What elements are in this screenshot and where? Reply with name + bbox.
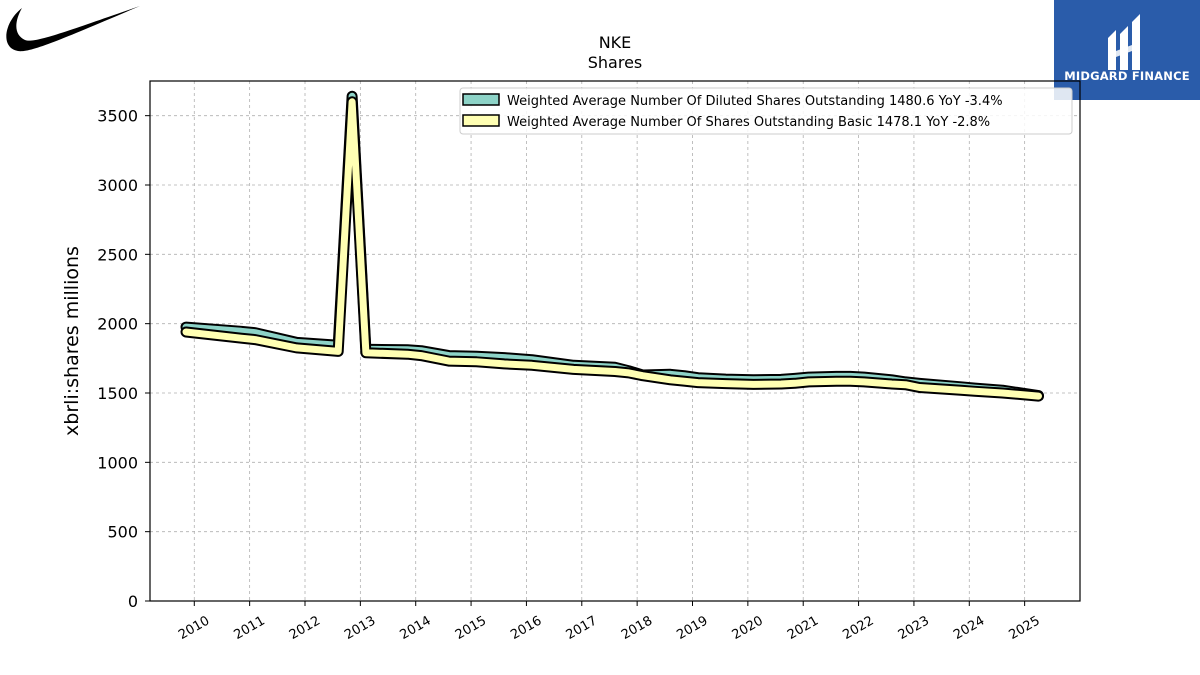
x-tick-label: 2024: [951, 613, 987, 643]
x-tick-label: 2025: [1006, 613, 1042, 643]
x-tick-label: 2020: [730, 613, 766, 643]
midgard-mark-icon: [1108, 14, 1140, 70]
data-point: [351, 101, 353, 103]
data-point: [918, 386, 920, 388]
y-tick-label: 3000: [97, 176, 138, 195]
x-axis: 2010 2011 2012 2013 2014 2015 2016 2017 2018 2019…: [176, 601, 1043, 643]
midgard-logo-text: MIDGARD FINANCE: [1064, 69, 1190, 83]
data-point: [780, 383, 782, 385]
data-point: [240, 337, 242, 339]
series-line-basic: [180, 96, 1044, 402]
data-point: [365, 352, 367, 354]
legend-label-diluted: Weighted Average Number Of Diluted Share…: [507, 94, 1003, 109]
data-point: [448, 360, 450, 362]
x-tick-label: 2010: [176, 613, 212, 643]
data-point: [725, 382, 727, 384]
data-point: [683, 380, 685, 382]
legend-box: [459, 87, 1073, 135]
x-tick-label: 2013: [342, 613, 378, 643]
x-tick-label: 2018: [619, 613, 655, 643]
data-point: [808, 381, 810, 383]
data-point: [1001, 392, 1003, 394]
data-point: [835, 380, 837, 382]
chart-title: NKE: [599, 33, 632, 52]
y-tick-label: 3500: [97, 107, 138, 126]
legend-label-basic: Weighted Average Number Of Shares Outsta…: [507, 115, 990, 130]
plot-frame: [149, 80, 1081, 602]
x-tick-label: 2023: [896, 613, 932, 643]
data-point: [531, 364, 533, 366]
data-point: [904, 384, 906, 386]
data-point: [503, 363, 505, 365]
x-tick-label: 2017: [564, 613, 600, 643]
y-tick-label: 1000: [97, 453, 138, 472]
midgard-finance-logo: MIDGARD FINANCE: [1054, 0, 1200, 100]
data-point: [863, 381, 865, 383]
y-tick-label: 500: [107, 523, 138, 542]
y-tick-label: 2000: [97, 315, 138, 334]
legend: Weighted Average Number Of Diluted Share…: [459, 87, 1073, 135]
y-axis-label: xbrli:shares millions: [61, 246, 83, 436]
x-tick-label: 2022: [840, 613, 876, 643]
data-point: [752, 383, 754, 385]
x-tick-label: 2015: [453, 613, 489, 643]
y-axis: 0 500 1000 1500 2000 2500 3000 3500: [97, 107, 150, 611]
data-point: [475, 361, 477, 363]
data-point: [1037, 395, 1039, 397]
x-tick-label: 2012: [287, 613, 323, 643]
nike-logo: [6, 6, 140, 52]
x-tick-label: 2016: [508, 613, 544, 643]
x-tick-label: 2019: [674, 613, 710, 643]
data-point: [960, 389, 962, 391]
data-point: [254, 338, 256, 340]
data-point: [406, 353, 408, 355]
x-tick-label: 2011: [231, 613, 267, 643]
chart-subtitle: Shares: [588, 53, 643, 72]
data-point: [420, 354, 422, 356]
series-layer: [180, 90, 1044, 402]
data-point: [794, 382, 796, 384]
legend-swatch-basic: [462, 114, 500, 127]
data-point: [614, 370, 616, 372]
y-tick-label: 2500: [97, 245, 138, 264]
data-point: [974, 390, 976, 392]
data-point: [891, 383, 893, 385]
data-point: [185, 331, 187, 333]
x-tick-label: 2014: [398, 613, 434, 643]
data-point: [697, 381, 699, 383]
x-tick-label: 2021: [785, 613, 821, 643]
legend-swatch-diluted: [462, 93, 500, 106]
data-point: [254, 332, 256, 334]
series-core: [182, 98, 1042, 400]
data-point: [628, 372, 630, 374]
data-point: [240, 330, 242, 332]
data-point: [642, 375, 644, 377]
data-point: [849, 380, 851, 382]
data-point: [296, 347, 298, 349]
data-point: [669, 379, 671, 381]
y-tick-label: 1500: [97, 384, 138, 403]
y-tick-label: 0: [128, 592, 138, 611]
data-point: [337, 350, 339, 352]
data-point: [572, 368, 574, 370]
